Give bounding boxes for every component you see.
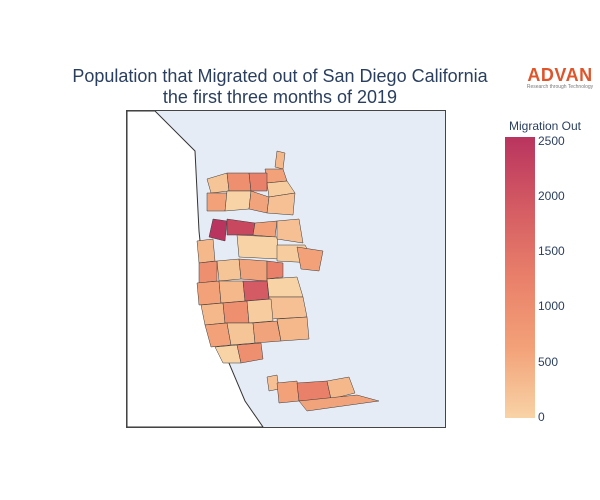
tract-region — [206, 192, 228, 212]
tract-region — [266, 260, 284, 280]
tract-region — [224, 190, 252, 212]
tract-region — [246, 298, 274, 324]
title-line-2: the first three months of 2019 — [162, 87, 398, 107]
tract-region — [216, 258, 242, 282]
tract-region — [208, 218, 228, 242]
tract-region — [238, 258, 268, 282]
colorbar-gradient — [505, 137, 535, 418]
colorbar-title: Migration Out — [508, 119, 582, 133]
tract-region — [248, 172, 268, 192]
tract-region — [242, 280, 270, 302]
tract-region — [252, 220, 278, 238]
advan-logo: ADVAN Research through Technology — [525, 66, 595, 90]
map-plot-area[interactable] — [126, 110, 446, 428]
colorbar-tick-2500: 2500 — [538, 134, 565, 148]
colorbar-tick-1500: 1500 — [538, 244, 565, 258]
tract-region — [236, 234, 280, 260]
colorbar-tick-500: 500 — [538, 355, 559, 369]
tract-region — [268, 296, 308, 320]
tract-region — [276, 316, 310, 342]
tract-region — [252, 320, 282, 344]
map-svg — [127, 111, 445, 427]
tract-region — [274, 150, 286, 170]
tract-region — [236, 342, 264, 364]
tract-region — [226, 172, 252, 192]
chart-title: Population that Migrated out of San Dieg… — [40, 66, 520, 108]
colorbar-tick-1000: 1000 — [538, 299, 565, 313]
tract-region — [266, 192, 296, 216]
tract-region — [222, 300, 250, 324]
tract-region — [226, 322, 256, 346]
tract-region — [296, 246, 324, 272]
colorbar-tick-0: 0 — [538, 410, 545, 424]
colorbar-tick-2000: 2000 — [538, 189, 565, 203]
logo-tagline: Research through Technology — [526, 84, 594, 90]
tract-region — [298, 394, 380, 412]
tract-region — [196, 280, 222, 306]
logo-wordmark: ADVAN — [527, 65, 593, 85]
tract-region — [264, 168, 288, 184]
tract-region — [326, 376, 356, 400]
tract-region — [266, 276, 304, 298]
tract-region — [218, 280, 246, 304]
tract-region — [276, 218, 304, 244]
tract-region — [196, 238, 216, 264]
tract-region — [276, 380, 300, 404]
census-tracts — [196, 150, 380, 412]
tract-region — [198, 260, 218, 284]
title-line-1: Population that Migrated out of San Dieg… — [72, 66, 488, 86]
tract-region — [200, 302, 226, 326]
